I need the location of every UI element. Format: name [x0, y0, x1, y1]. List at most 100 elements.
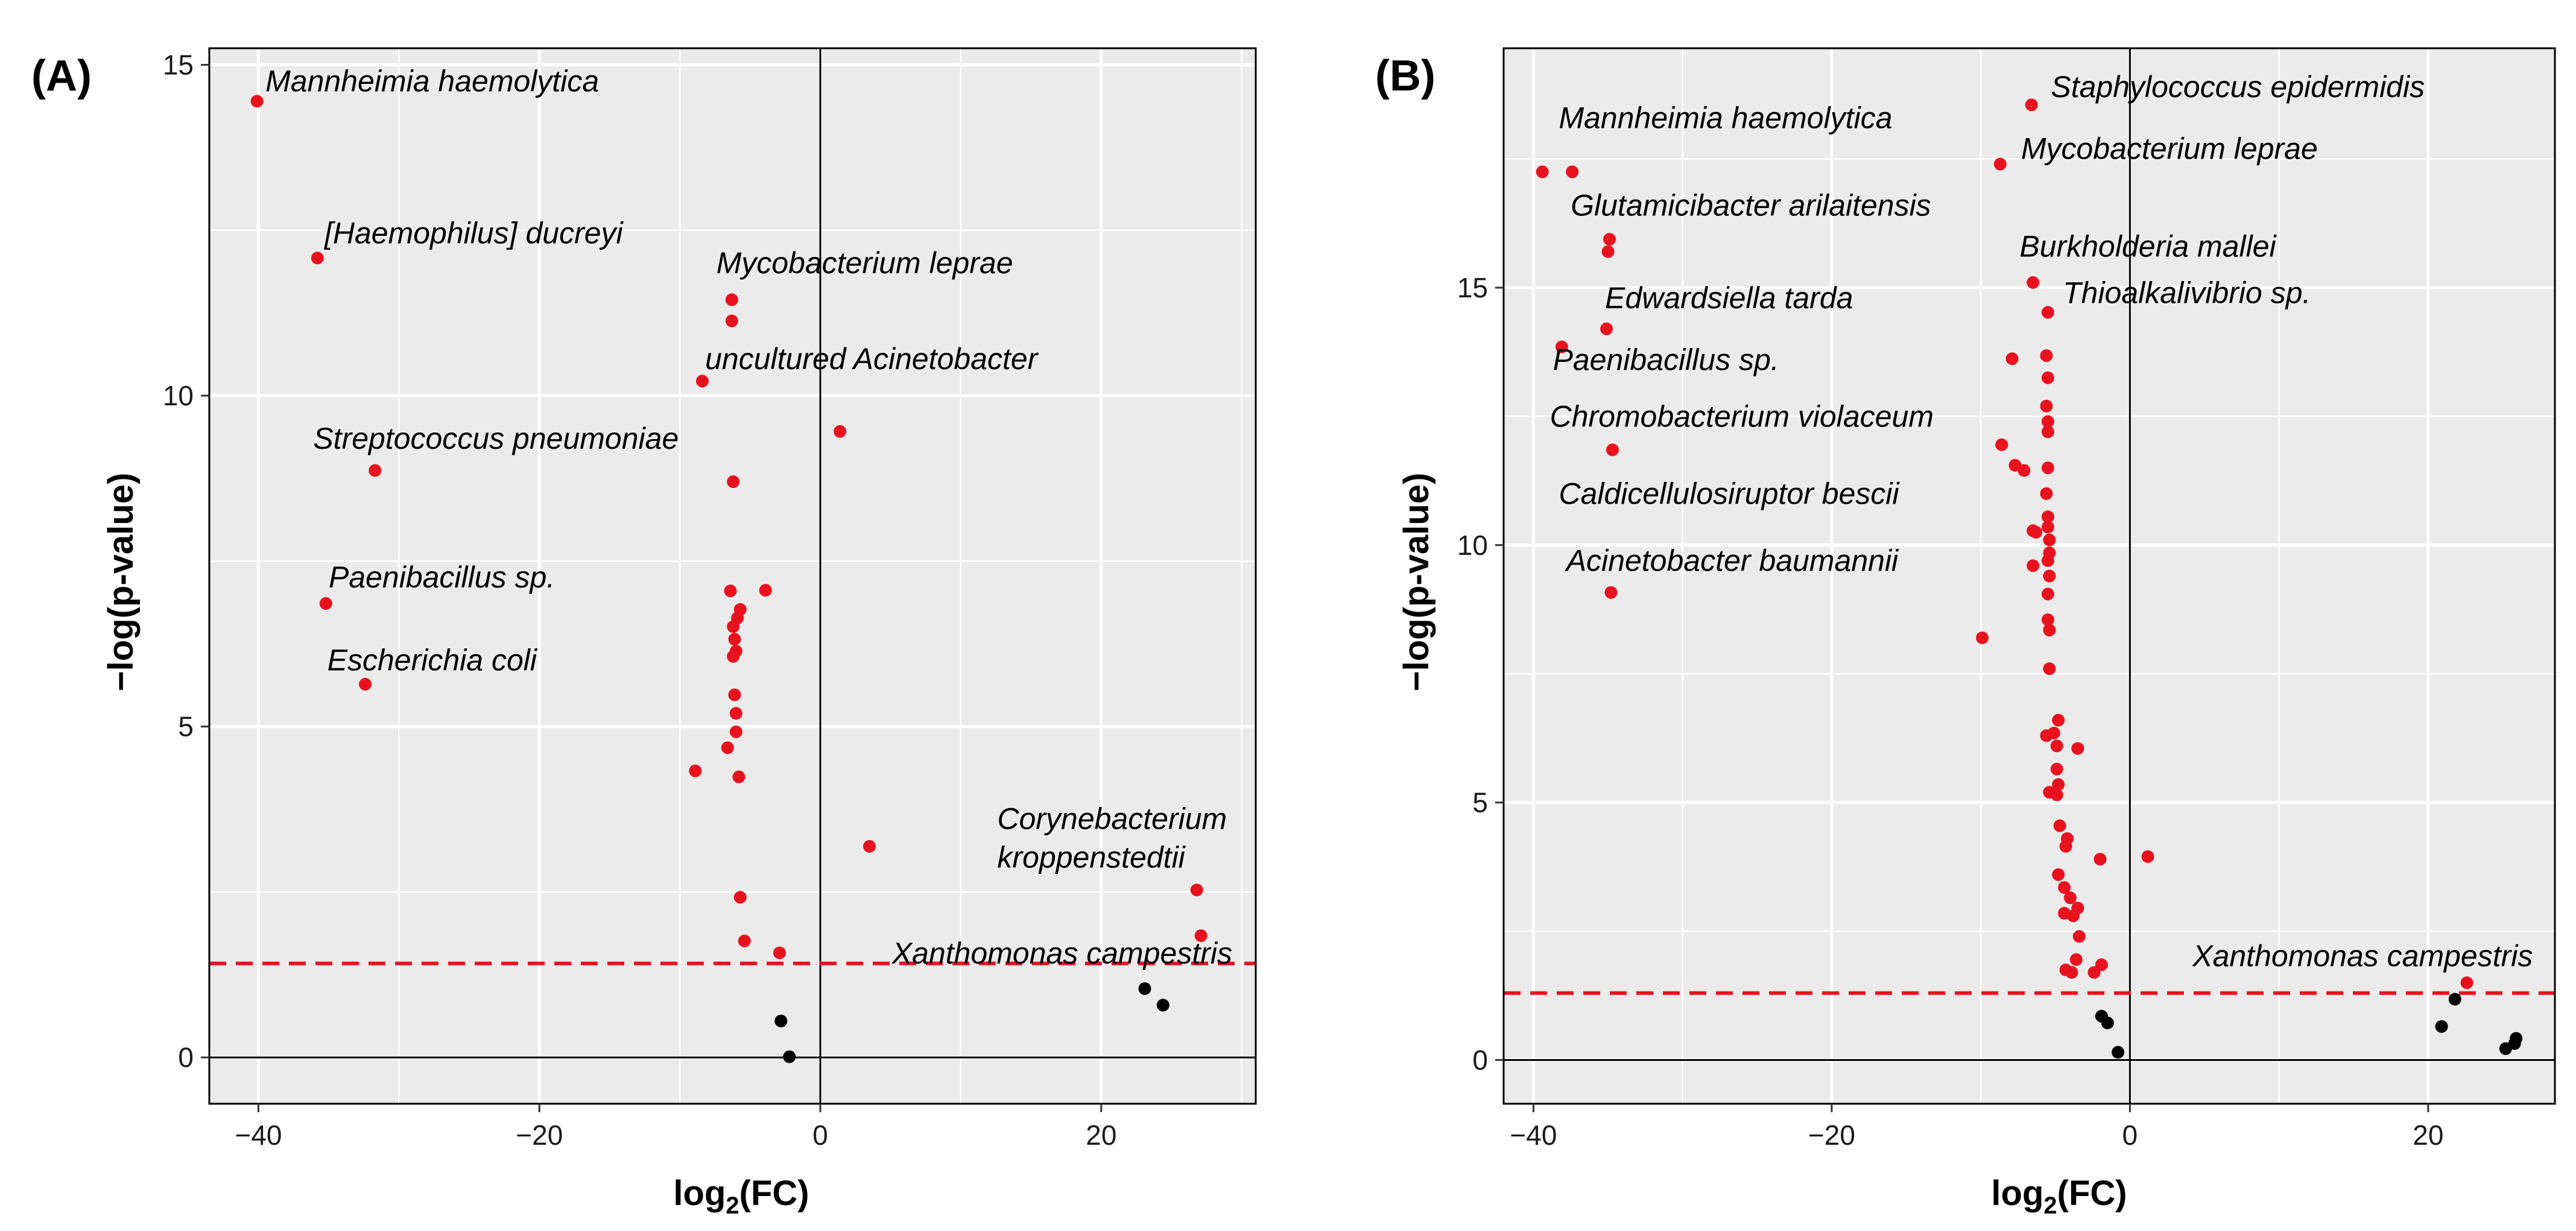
panel-b-point [2052, 778, 2065, 791]
panel-a-point [732, 770, 745, 783]
panel-b-point [2040, 487, 2053, 500]
panel-b-point-label: Paenibacillus sp. [1553, 343, 1779, 377]
panel-b-point [2017, 464, 2031, 477]
panel-b-y-tick-label: 0 [1472, 1044, 1488, 1075]
panel-a-point-label: Xanthomonas campestris [891, 936, 1232, 970]
panel-b-x-tick-label: −20 [1808, 1119, 1855, 1151]
panel-b-point [2041, 554, 2054, 567]
panel-a-y-tick-label: 0 [178, 1042, 194, 1073]
panel-a-point-label: Streptococcus pneumoniae [313, 422, 679, 455]
panel-a-x-tick-label: −20 [516, 1119, 563, 1151]
panel-a-point-xanthomonas-campestris [773, 946, 786, 960]
panel-b-point [1601, 245, 1615, 258]
panel-a-point-corynebacterium-kroppenstedtii [1190, 884, 1203, 897]
panel-b-point [2435, 1020, 2448, 1033]
panel-a-point-label: Paenibacillus sp. [329, 560, 555, 594]
panel-b-point [2112, 1046, 2125, 1059]
panel-b-point [2005, 352, 2019, 366]
panel-a-point [727, 650, 740, 663]
panel-b-x-axis-title: log2(FC) [1991, 1174, 2127, 1219]
panel-a-x-tick-label: −40 [235, 1119, 282, 1151]
panel-b-point [2095, 958, 2108, 972]
panel-b-point [1995, 438, 2008, 451]
panel-a-x-axis-title: log2(FC) [673, 1174, 809, 1219]
panel-b-point [2063, 891, 2077, 905]
panel-b-point [2043, 662, 2056, 676]
panel-b-point-label: Thioalkalivibrio sp. [2063, 276, 2311, 310]
panel-b-point [2040, 399, 2053, 413]
panel-b-point [2448, 993, 2461, 1006]
panel-b-point [2047, 726, 2060, 739]
panel-b-point [2050, 739, 2063, 753]
panel-a-y-tick-label: 10 [163, 380, 194, 411]
panel-b-y-tick-label: 15 [1457, 272, 1488, 303]
panel-b-point-caldicellulosiruptor-bescii [2041, 521, 2054, 534]
panel-b-point [2072, 930, 2086, 943]
panel-a-point [721, 741, 734, 755]
panel-b-point [2058, 881, 2071, 894]
panel-b-point [2093, 853, 2107, 866]
panel-a-point-label: Escherichia coli [328, 643, 538, 677]
panel-b-point-staphylococcus-epidermidis [2025, 98, 2038, 112]
panel-b-point [2053, 819, 2066, 832]
panel-a-point [728, 688, 741, 701]
panel-b-x-axis-title-subscript: 2 [2043, 1192, 2057, 1219]
panel-a-point [1138, 982, 1151, 995]
panel-b-x-tick-label: 0 [2122, 1119, 2138, 1151]
panel-a-point-streptococcus-pneumoniae [369, 464, 382, 477]
panel-a-point-label: Mannheimia haemolytica [265, 64, 599, 98]
panel-b-point [2043, 624, 2056, 637]
panel-a-point [1194, 929, 1207, 942]
panel-a-point [727, 475, 740, 489]
panel-b-point [2050, 762, 2063, 776]
panel-b-point-label: Chromobacterium violaceum [1550, 399, 1934, 433]
panel-a-point [738, 934, 751, 948]
panel-b-x-axis-title-fc: (FC) [2057, 1174, 2127, 1213]
panel-a-point [733, 891, 747, 904]
panel-b-point [2040, 349, 2053, 362]
panel-a-point [774, 1014, 788, 1028]
panel-a-point-label: uncultured Acinetobacter [705, 342, 1039, 376]
panel-a-point [727, 620, 740, 633]
panel-b-point [2041, 613, 2054, 627]
panel-b-background [1504, 48, 2555, 1104]
panel-b-point-acinetobacter-baumannii [1604, 586, 1618, 599]
panel-b-point-mycobacterium-leprae [1993, 157, 2007, 171]
panel-b-point [2141, 850, 2154, 863]
panel-a-point-label: Mycobacterium leprae [717, 246, 1013, 280]
panel-a-y-tick-label: 5 [178, 711, 194, 742]
panel-b-point-xanthomonas-campestris [2460, 976, 2473, 989]
panel-b-y-axis-title: −log(p-value) [1397, 473, 1436, 692]
panel-b-point-thioalkalivibrio-sp [2041, 306, 2054, 319]
panel-a-point-paenibacillus-sp [319, 597, 332, 610]
panel-b-label: (B) [1375, 52, 1435, 100]
panel-b-point-edwardsiella-tarda [1600, 322, 1613, 335]
panel-a-plot: Mannheimia haemolytica [Haemophilus] ducr… [163, 47, 1257, 1151]
panel-a-point [1156, 999, 1169, 1012]
panel-a-x-axis-title-subscript: 2 [726, 1192, 739, 1219]
panel-a-point [689, 764, 702, 777]
panel-b-point [2059, 840, 2072, 853]
panel-a-point [728, 633, 741, 646]
panel-a-y-tick-label: 15 [163, 49, 194, 80]
panel-a-border [208, 47, 1257, 1105]
panel-b-plot: Staphylococcus epidermidis Mycobacterium … [1457, 47, 2556, 1151]
panel-b-point-label: Burkholderia mallei [2019, 230, 2277, 264]
panel-b-point [2066, 909, 2080, 922]
panel-a-point-label: [Haemophilus] ducreyi [324, 217, 624, 250]
panel-b-x-tick-label: 20 [2413, 1119, 2443, 1151]
panel-a-point-label: kroppenstedtii [997, 840, 1186, 874]
panel-a-background [209, 48, 1256, 1104]
panel-b-point-label: Mycobacterium leprae [2021, 132, 2318, 166]
panel-b-point-label: Acinetobacter baumannii [1565, 543, 1899, 577]
panel-a-point-escherichia-coli [359, 677, 372, 691]
panel-b-point [2052, 868, 2065, 881]
panel-a-x-tick-label: 20 [1086, 1119, 1116, 1151]
panel-b-point-label: Xanthomonas campestris [2192, 939, 2533, 973]
panel-b-point [2041, 415, 2054, 428]
panel-b-point-label: Staphylococcus epidermidis [2051, 70, 2425, 104]
panel-b-point [2043, 569, 2056, 583]
panel-b-y-tick-label: 10 [1457, 530, 1488, 561]
panel-b-point-label: Mannheimia haemolytica [1559, 101, 1892, 134]
panel-b-point [2071, 742, 2084, 755]
